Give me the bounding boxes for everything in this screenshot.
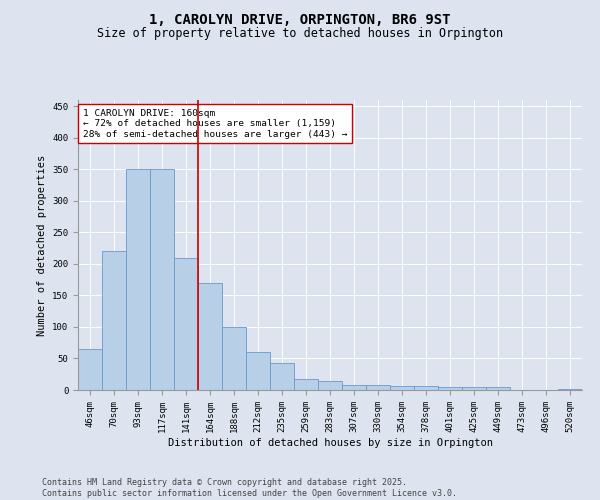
Bar bbox=[126, 170, 150, 390]
Bar bbox=[222, 327, 246, 390]
Bar bbox=[558, 388, 582, 390]
Bar bbox=[390, 386, 414, 390]
Bar bbox=[342, 385, 366, 390]
Bar bbox=[270, 363, 294, 390]
Bar bbox=[366, 385, 390, 390]
Bar bbox=[174, 258, 198, 390]
Bar bbox=[198, 283, 222, 390]
Bar bbox=[486, 388, 510, 390]
Text: Contains HM Land Registry data © Crown copyright and database right 2025.
Contai: Contains HM Land Registry data © Crown c… bbox=[42, 478, 457, 498]
Text: 1 CAROLYN DRIVE: 160sqm
← 72% of detached houses are smaller (1,159)
28% of semi: 1 CAROLYN DRIVE: 160sqm ← 72% of detache… bbox=[83, 108, 347, 138]
Bar bbox=[294, 378, 318, 390]
Text: 1, CAROLYN DRIVE, ORPINGTON, BR6 9ST: 1, CAROLYN DRIVE, ORPINGTON, BR6 9ST bbox=[149, 12, 451, 26]
Bar bbox=[438, 388, 462, 390]
Bar bbox=[246, 352, 270, 390]
Bar bbox=[462, 388, 486, 390]
Y-axis label: Number of detached properties: Number of detached properties bbox=[37, 154, 47, 336]
Bar bbox=[414, 386, 438, 390]
Bar bbox=[318, 380, 342, 390]
Bar bbox=[78, 349, 102, 390]
Text: Size of property relative to detached houses in Orpington: Size of property relative to detached ho… bbox=[97, 28, 503, 40]
Bar bbox=[150, 170, 174, 390]
Bar bbox=[102, 252, 126, 390]
X-axis label: Distribution of detached houses by size in Orpington: Distribution of detached houses by size … bbox=[167, 438, 493, 448]
